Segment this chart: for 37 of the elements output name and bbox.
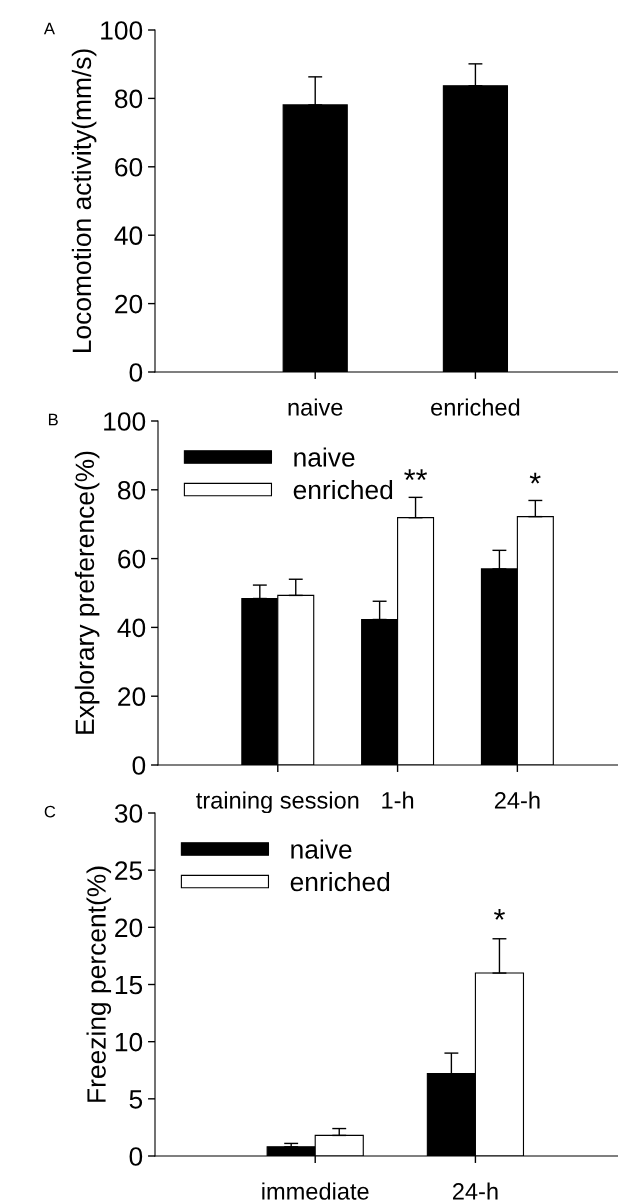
x-tick-label: 24-h [452,1182,498,1200]
legend-label: naive [294,447,355,467]
y-tick-label: 20 [115,918,143,938]
y-tick-label: 0 [132,756,146,775]
legend-label: naive [291,839,352,859]
x-tick-label: training session [196,791,359,814]
legend-label: enriched [290,871,390,892]
y-tick-label: 0 [129,1147,143,1166]
y-axis-title: Explorary preference(%) [74,451,100,734]
legend-label: enriched [293,479,393,500]
annotation: * [494,909,505,920]
y-tick-label: 25 [115,861,143,880]
y-tick-label: 30 [114,804,143,823]
y-tick-label: 15 [115,975,143,995]
chart-title: B [48,413,58,426]
y-tick-label: 20 [115,294,143,314]
x-tick-label: 1-h [382,791,414,809]
chart-title: C [44,805,56,818]
y-tick-label: 40 [117,618,146,638]
x-tick-label: immediate [262,1182,369,1200]
y-tick-label: 60 [115,157,143,177]
y-tick-label: 0 [129,363,143,382]
annotation: * [529,472,541,484]
y-tick-label: 60 [118,549,146,569]
y-tick-label: 100 [104,412,146,431]
chart-title: A [43,22,55,35]
y-tick-label: 80 [117,480,146,500]
y-axis-title: Freezing percent(%) [86,866,112,1102]
y-axis-title: Locomotion activity(mm/s) [71,49,97,353]
x-tick-label: 24-h [494,791,540,809]
y-tick-label: 10 [115,1032,143,1052]
annotation: ** [404,469,428,481]
y-tick-label: 100 [101,21,143,40]
y-tick-label: 80 [114,89,143,109]
y-tick-label: 5 [129,1090,143,1109]
y-tick-label: 20 [118,687,146,707]
y-tick-label: 40 [114,226,143,246]
